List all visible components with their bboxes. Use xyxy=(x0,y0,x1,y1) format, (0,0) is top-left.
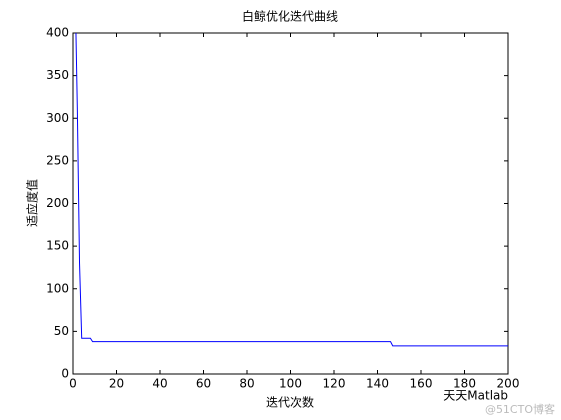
y-tick-label: 0 xyxy=(61,367,69,381)
x-tick-label: 100 xyxy=(279,377,302,391)
x-axis-label: 迭代次数 xyxy=(266,395,314,410)
y-tick-label: 350 xyxy=(46,68,69,82)
y-tick-label: 150 xyxy=(46,239,69,253)
plot-area xyxy=(72,32,509,375)
y-tick-label: 50 xyxy=(54,324,69,338)
watermark: 天天Matlab xyxy=(443,389,508,403)
y-axis-label: 适应度值 xyxy=(25,179,40,227)
y-tick-label: 250 xyxy=(46,153,69,167)
watermark: @51CTO博客 xyxy=(485,402,555,416)
x-tick-label: 180 xyxy=(453,377,476,391)
x-tick-label: 60 xyxy=(196,377,211,391)
x-tick-label: 140 xyxy=(366,377,389,391)
x-tick-label: 200 xyxy=(497,377,520,391)
chart-title: 白鲸优化迭代曲线 xyxy=(242,9,338,24)
line-series xyxy=(75,33,508,347)
x-tick-label: 40 xyxy=(152,377,167,391)
y-tick-label: 300 xyxy=(46,111,69,125)
x-tick-label: 80 xyxy=(239,377,254,391)
x-tick-label: 20 xyxy=(109,377,124,391)
y-tick-label: 400 xyxy=(46,26,69,40)
x-tick-label: 0 xyxy=(69,377,77,391)
y-tick-label: 200 xyxy=(46,196,69,210)
x-tick-label: 120 xyxy=(323,377,346,391)
y-tick-label: 100 xyxy=(46,281,69,295)
x-tick-label: 160 xyxy=(410,377,433,391)
